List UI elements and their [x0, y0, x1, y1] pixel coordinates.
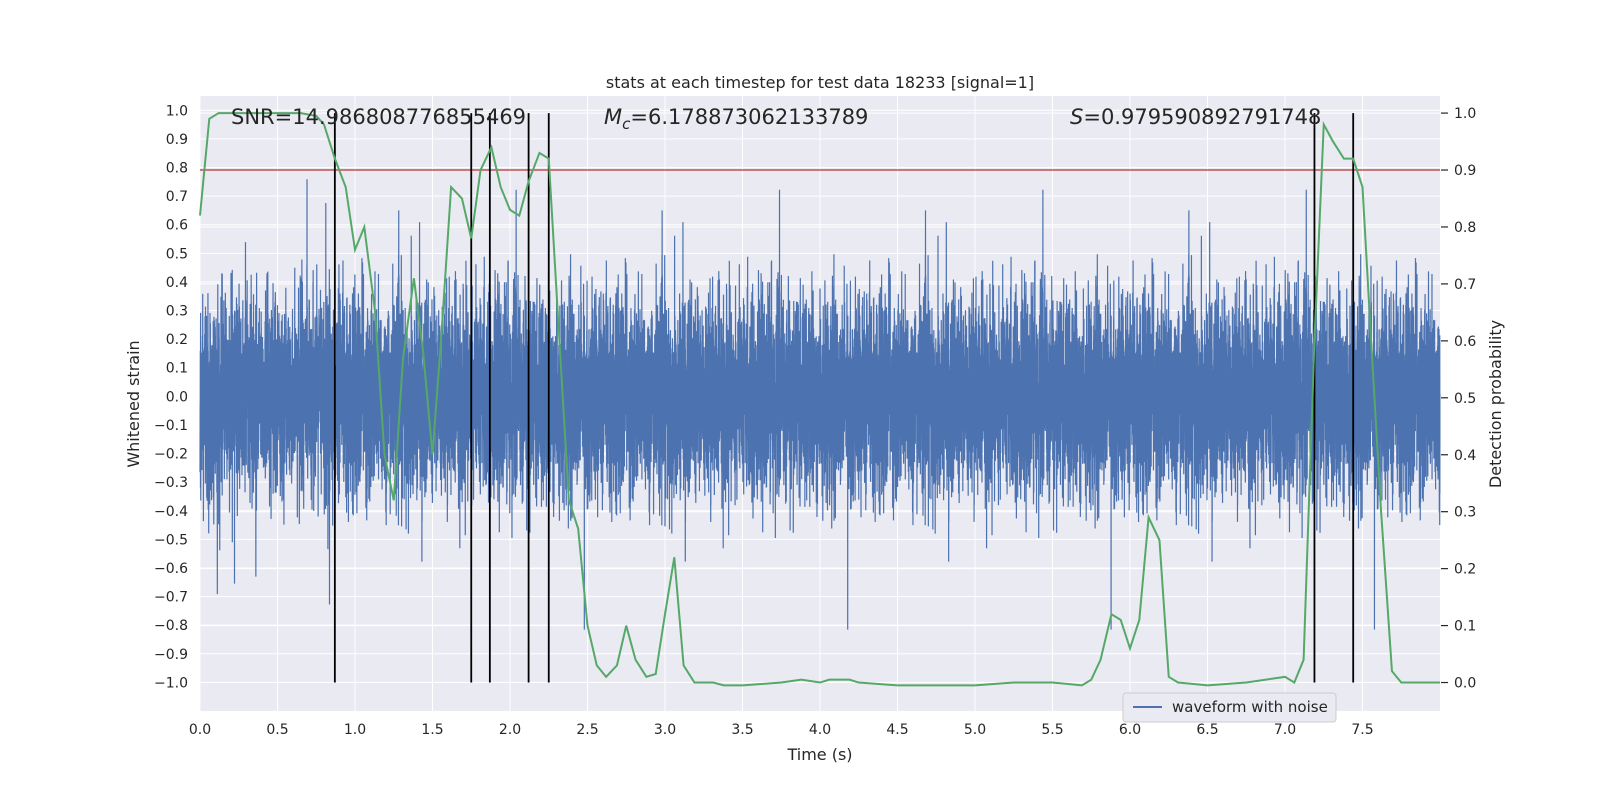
chart-title: stats at each timestep for test data 182…: [606, 73, 1034, 92]
x-tick-label: 6.5: [1196, 722, 1218, 738]
x-tick-label: 7.0: [1274, 722, 1296, 738]
probability-line: [199, 112, 1440, 687]
y-tick-label: 0.4: [166, 275, 188, 291]
y2-tick-label: 0.4: [1454, 448, 1476, 464]
x-tick-label: 5.0: [964, 722, 986, 738]
y-tick-label: 0.3: [166, 304, 188, 320]
x-tick-label: 1.0: [344, 722, 366, 738]
y2-tick-label: 0.6: [1454, 334, 1476, 350]
waveform-series: [199, 179, 1441, 630]
x-axis-label: Time (s): [786, 745, 852, 764]
y-tick-label: −0.8: [154, 618, 188, 634]
legend: waveform with noise: [1122, 692, 1337, 723]
y-tick-label: 0.8: [166, 161, 188, 177]
y-tick-label: 0.1: [166, 361, 188, 377]
s-symbol: S: [1070, 105, 1083, 129]
y-axis-label: Whitened strain: [124, 340, 143, 467]
x-tick-label: 7.5: [1351, 722, 1373, 738]
s-value: =0.979590892791748: [1083, 105, 1321, 129]
x-tick-label: 3.0: [654, 722, 676, 738]
snr-annotation: SNR=14.986808776855469: [231, 105, 526, 129]
y-tick-label: −1.0: [154, 675, 188, 691]
x-tick-label: 3.5: [731, 722, 753, 738]
x-tick-label: 0.5: [266, 722, 288, 738]
y-axis-left: 1.0 0.9 0.8 0.7 0.6 0.5 0.4 0.3 0.2 0.1 0.0 −0.1 −0.…: [154, 103, 188, 691]
chirp-mass-annotation: Mc=6.178873062133789: [604, 105, 868, 133]
y-tick-label: −0.3: [154, 475, 188, 491]
x-tick-label: 2.0: [499, 722, 521, 738]
y-tick-label: −0.2: [154, 447, 188, 463]
y-tick-label: −0.1: [154, 418, 188, 434]
y2-tick-label: 0.2: [1454, 562, 1476, 578]
y2-tick-label: 0.0: [1454, 676, 1476, 692]
score-annotation: S=0.979590892791748: [1070, 105, 1321, 129]
y-tick-label: −0.7: [154, 590, 188, 606]
x-tick-label: 4.5: [886, 722, 908, 738]
y-tick-label: 0.9: [166, 132, 188, 148]
y2-tick-label: 0.1: [1454, 619, 1476, 635]
y2-tick-label: 0.5: [1454, 391, 1476, 407]
y2-tick-label: 0.9: [1454, 163, 1476, 179]
y2-axis-label: Detection probability: [1486, 320, 1505, 488]
y-tick-label: 0.2: [166, 332, 188, 348]
x-tick-label: 5.5: [1041, 722, 1063, 738]
y-tick-label: 0.0: [166, 389, 188, 405]
x-axis: 0.0 0.5 1.0 1.5 2.0 2.5 3.0 3.5 4.0 4.5 5.0 5.5 6.0 6…: [189, 722, 1374, 738]
y-tick-label: 0.6: [166, 218, 188, 234]
y2-tick-label: 1.0: [1454, 106, 1476, 122]
y-tick-label: −0.5: [154, 532, 188, 548]
legend-box: [1122, 692, 1337, 723]
x-tick-label: 0.0: [189, 722, 211, 738]
y-tick-label: −0.6: [154, 561, 188, 577]
y-tick-label: 0.7: [166, 189, 188, 205]
x-tick-label: 6.0: [1119, 722, 1141, 738]
mc-subscript: c: [622, 115, 631, 133]
y-tick-label: −0.4: [154, 504, 188, 520]
x-tick-label: 2.5: [576, 722, 598, 738]
mc-symbol: M: [604, 105, 622, 129]
legend-label-waveform: waveform with noise: [1172, 698, 1328, 716]
waveform-line: [199, 179, 1441, 630]
x-tick-label: 1.5: [421, 722, 443, 738]
mc-value: =6.178873062133789: [630, 105, 868, 129]
y-tick-label: 0.5: [166, 246, 188, 262]
y-tick-label: 1.0: [166, 103, 188, 119]
overlay: [199, 112, 1440, 687]
y-tick-label: −0.9: [154, 647, 188, 663]
y-axis-right: 1.0 0.9 0.8 0.7 0.6 0.5 0.4 0.3 0.2 0.1 0.0: [1441, 106, 1476, 692]
x-tick-label: 4.0: [809, 722, 831, 738]
y2-tick-label: 0.7: [1454, 277, 1476, 293]
y2-tick-label: 0.8: [1454, 220, 1476, 236]
y2-tick-label: 0.3: [1454, 505, 1476, 521]
